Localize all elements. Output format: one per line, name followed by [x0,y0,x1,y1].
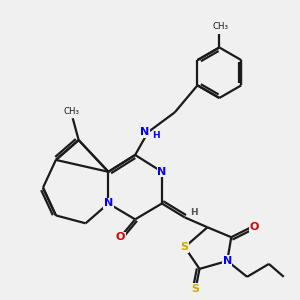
Text: O: O [116,232,125,242]
Text: S: S [181,242,189,252]
Text: H: H [152,130,160,140]
Text: O: O [249,222,259,232]
Text: H: H [190,208,198,217]
Text: CH₃: CH₃ [63,107,79,116]
Text: CH₃: CH₃ [213,22,229,31]
Text: N: N [140,127,150,137]
Text: N: N [157,167,167,177]
Text: S: S [192,284,200,294]
Text: N: N [223,256,232,266]
Text: N: N [104,199,113,208]
